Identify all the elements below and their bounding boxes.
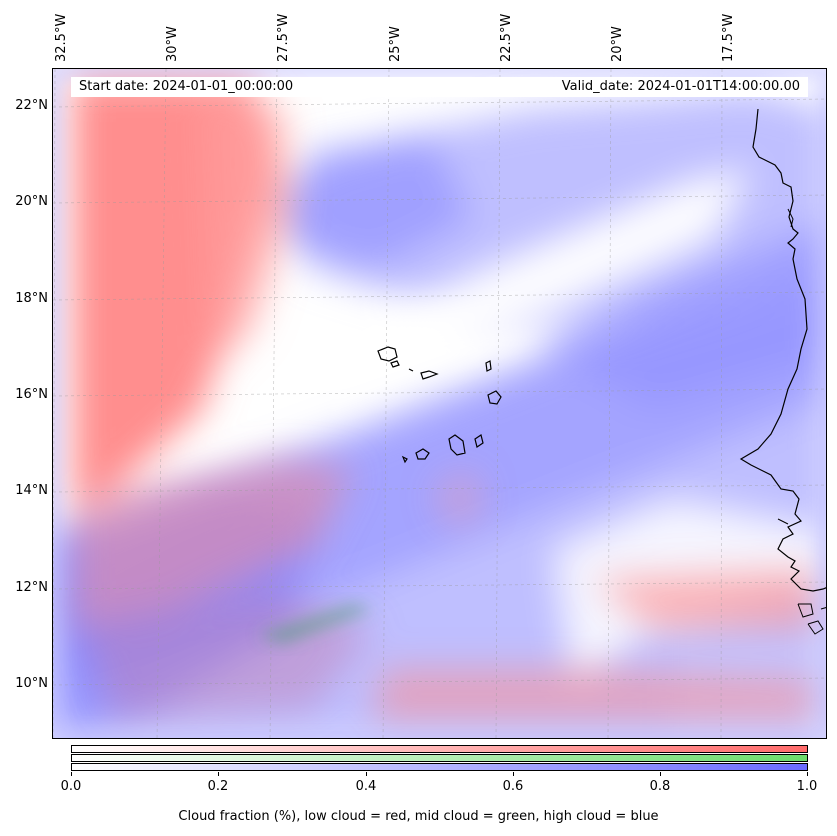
low-cloud-layer [73, 79, 813, 719]
colorbar-low-strip [71, 745, 808, 753]
coastline-detail [777, 208, 826, 635]
lon-label-32-5w: 32.5°W [54, 13, 69, 62]
lat-label-18n: 18°N [15, 291, 48, 306]
cb-tickmark-3 [513, 772, 514, 776]
cb-tick-label-3: 0.6 [502, 779, 524, 794]
cloud-fraction-map: Start date: 2024-01-01_00:00:00 Valid_da… [52, 68, 827, 739]
lon-label-25w: 25°W [388, 26, 403, 62]
gridlines [53, 69, 826, 738]
map-canvas [53, 69, 826, 738]
cb-tickmark-1 [218, 772, 219, 776]
lon-label-27-5w: 27.5°W [276, 13, 291, 62]
cb-tick-label-1: 0.2 [207, 779, 229, 794]
cb-tick-label-4: 0.8 [649, 779, 671, 794]
lon-label-20w: 20°W [610, 26, 625, 62]
africa-coastline [739, 108, 826, 592]
start-date-label: Start date: 2024-01-01_00:00:00 [79, 79, 294, 94]
cb-tickmark-4 [660, 772, 661, 776]
lat-label-22n: 22°N [15, 98, 48, 113]
colorbar-label: Cloud fraction (%), low cloud = red, mid… [178, 809, 659, 824]
colorbar-mid-strip [71, 754, 808, 762]
cb-tickmark-5 [807, 772, 808, 776]
lon-label-17-5w: 17.5°W [721, 13, 736, 62]
cb-tickmark-2 [366, 772, 367, 776]
date-info-bar [71, 77, 808, 97]
cb-tick-label-5: 1.0 [796, 779, 818, 794]
lon-label-22-5w: 22.5°W [499, 13, 514, 62]
lat-label-14n: 14°N [15, 483, 48, 498]
lat-label-16n: 16°N [15, 387, 48, 402]
cb-tick-label-0: 0.0 [60, 779, 82, 794]
cape-verde-islands [377, 346, 502, 464]
lat-label-20n: 20°N [15, 194, 48, 209]
lat-label-10n: 10°N [15, 676, 48, 691]
mid-cloud-layer [258, 604, 373, 644]
lon-label-30w: 30°W [165, 26, 180, 62]
colorbar [71, 745, 808, 772]
valid-date-label: Valid_date: 2024-01-01T14:00:00.00 [561, 79, 800, 94]
lat-label-12n: 12°N [15, 580, 48, 595]
colorbar-high-strip [71, 763, 808, 771]
cb-tickmark-0 [71, 772, 72, 776]
cb-tick-label-2: 0.4 [355, 779, 377, 794]
